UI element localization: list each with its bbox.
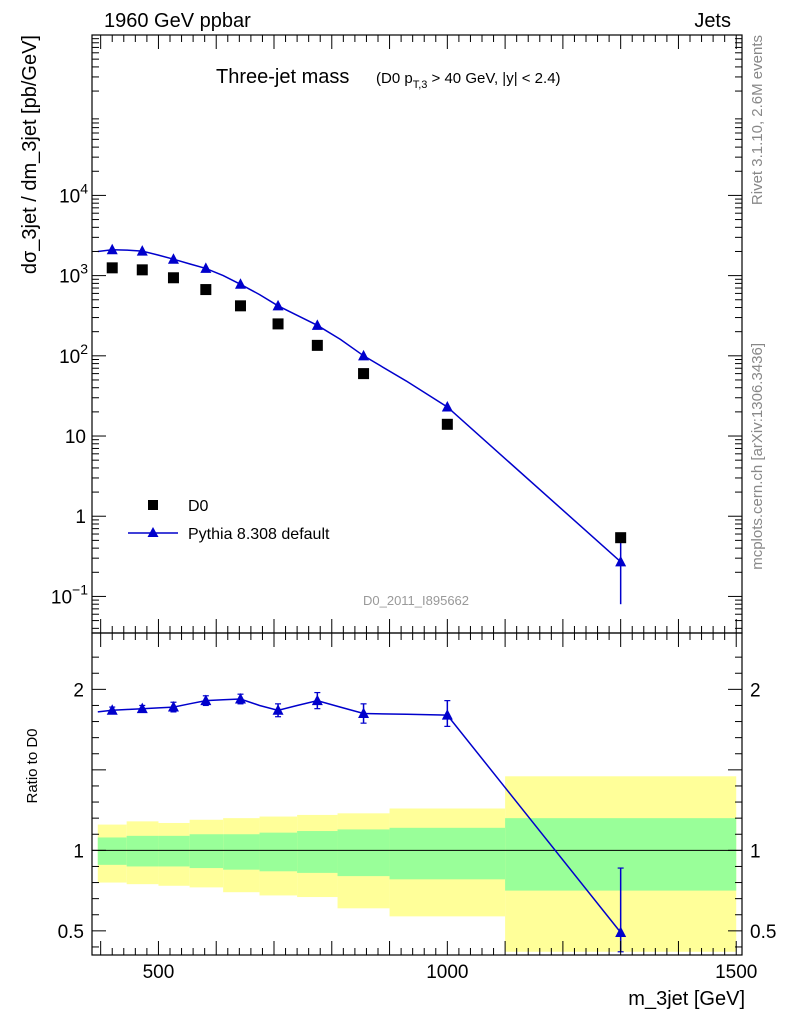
chart-subtitle: (D0 pT,3 > 40 GeV, |y| < 2.4): [376, 70, 561, 91]
ratio-pythia-point: [200, 694, 212, 706]
ratio-green-band: [223, 834, 260, 870]
ratio-pythia-point: [311, 694, 323, 706]
main-frame: [91, 34, 743, 634]
ratio-pythia-point: [167, 701, 179, 712]
ratio-y-tick-label: 0.5: [58, 922, 84, 943]
subtitle-sub: T,3: [413, 79, 428, 91]
legend-label-pythia: Pythia 8.308 default: [188, 526, 330, 543]
pythia-point: [106, 243, 118, 255]
legend: D0 Pythia 8.308 default: [128, 498, 330, 543]
pythia-point: [136, 245, 148, 256]
pythia-point: [358, 349, 370, 361]
ratio-green-band: [389, 827, 506, 880]
pythia-point: [167, 253, 179, 264]
ratio-green-band: [337, 829, 390, 877]
ratio-y-tick-label: 0.5: [750, 922, 776, 943]
chart-title: Three-jet mass: [216, 66, 349, 88]
d0-point: [200, 284, 212, 296]
subtitle-pre: (D0 p: [376, 70, 413, 87]
rivet-label: Rivet 3.1.10, 2.6M events: [749, 35, 766, 205]
d0-point: [615, 532, 627, 544]
ratio-ylabel: Ratio to D0: [24, 728, 41, 803]
analysis-watermark: D0_2011_I895662: [363, 593, 469, 608]
d0-point: [311, 339, 323, 351]
ratio-green-band: [189, 834, 224, 869]
d0-point: [441, 418, 453, 430]
d0-point: [167, 272, 179, 284]
pythia-point: [272, 299, 284, 311]
ratio-green-band: [297, 831, 338, 873]
d0-point: [136, 264, 148, 276]
main-ylabel: dσ_3jet / dm_3jet [pb/GeV]: [19, 35, 41, 274]
pythia-point: [200, 262, 212, 273]
header-left: 1960 GeV ppbar: [104, 10, 251, 32]
d0-point: [358, 368, 370, 380]
header-right: Jets: [694, 10, 731, 32]
d0-point: [106, 262, 118, 274]
ratio-pythia-point: [358, 707, 370, 718]
ratio-pythia-point: [441, 709, 453, 720]
main-y-tick-label: 102: [59, 341, 88, 368]
ratio-pythia-point: [272, 704, 284, 715]
ratio-green-band: [97, 837, 127, 865]
ratio-green-band: [158, 835, 190, 867]
ratio-x-tick-label: 500: [143, 962, 175, 983]
ratio-y-tick-label: 1: [750, 841, 761, 862]
ratio-y-tick-label: 2: [750, 680, 761, 701]
ratio-x-tick-label: 1500: [715, 962, 757, 983]
ratio-green-band: [259, 832, 298, 872]
ratio-panel: 500 1000 1500 0.5 0.5 1 1 2 2 Ratio to D0 m_3jet…: [24, 632, 776, 1010]
ratio-pythia-point: [106, 704, 118, 715]
pythia-point: [234, 278, 246, 289]
d0-point: [234, 300, 246, 312]
ratio-pythia-point: [234, 693, 246, 704]
ratio-xlabel: m_3jet [GeV]: [628, 988, 745, 1010]
subtitle-post: > 40 GeV, |y| < 2.4): [427, 70, 560, 87]
pythia-point: [441, 401, 453, 412]
ratio-y-tick-label: 2: [73, 680, 84, 701]
legend-marker-d0: [148, 500, 158, 510]
main-y-tick-label: 104: [59, 180, 88, 207]
pythia-point: [615, 555, 627, 567]
pythia-curve: [97, 249, 622, 563]
legend-marker-pythia: [147, 527, 159, 537]
main-y-tick-label: 10: [65, 427, 86, 448]
legend-label-d0: D0: [188, 498, 209, 515]
ratio-green-band: [126, 835, 159, 867]
mcplots-label: mcplots.cern.ch [arXiv:1306.3436]: [749, 343, 766, 570]
ratio-pythia-point: [615, 926, 627, 937]
main-y-tick-label: 1: [75, 507, 86, 528]
ratio-frame: [91, 632, 743, 956]
main-y-tick-label: 10−1: [51, 581, 88, 608]
d0-point: [272, 318, 284, 330]
ratio-x-tick-label: 1000: [426, 962, 468, 983]
ratio-pythia-point: [136, 702, 148, 714]
ratio-y-tick-label: 1: [73, 841, 84, 862]
pythia-point: [311, 319, 323, 330]
main-panel: 10−1 1 10 102 103 104 Three-jet mass (D0 pT,3…: [19, 34, 743, 634]
main-y-tick-label: 103: [59, 261, 88, 288]
